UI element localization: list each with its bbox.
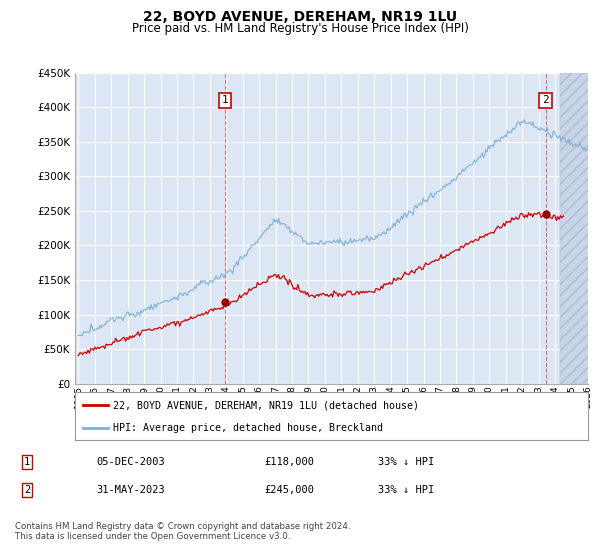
Text: £245,000: £245,000 bbox=[264, 485, 314, 495]
Text: 2: 2 bbox=[24, 485, 30, 495]
Text: 1: 1 bbox=[24, 457, 30, 467]
Text: Contains HM Land Registry data © Crown copyright and database right 2024.
This d: Contains HM Land Registry data © Crown c… bbox=[15, 522, 350, 542]
Text: 1: 1 bbox=[221, 95, 229, 105]
Text: 22, BOYD AVENUE, DEREHAM, NR19 1LU (detached house): 22, BOYD AVENUE, DEREHAM, NR19 1LU (deta… bbox=[113, 400, 419, 410]
Bar bbox=[560, 73, 596, 384]
Text: 2: 2 bbox=[542, 95, 549, 105]
Text: HPI: Average price, detached house, Breckland: HPI: Average price, detached house, Brec… bbox=[113, 423, 383, 433]
Text: 31-MAY-2023: 31-MAY-2023 bbox=[96, 485, 165, 495]
Text: 22, BOYD AVENUE, DEREHAM, NR19 1LU: 22, BOYD AVENUE, DEREHAM, NR19 1LU bbox=[143, 10, 457, 24]
Text: 33% ↓ HPI: 33% ↓ HPI bbox=[378, 485, 434, 495]
Text: 33% ↓ HPI: 33% ↓ HPI bbox=[378, 457, 434, 467]
Text: Price paid vs. HM Land Registry's House Price Index (HPI): Price paid vs. HM Land Registry's House … bbox=[131, 22, 469, 35]
Text: 05-DEC-2003: 05-DEC-2003 bbox=[96, 457, 165, 467]
Text: £118,000: £118,000 bbox=[264, 457, 314, 467]
